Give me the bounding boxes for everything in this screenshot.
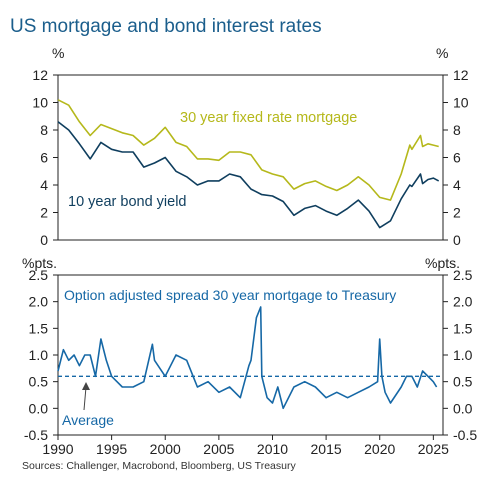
top-series-lines [57, 99, 440, 229]
bottom-right-tick-label: 0.0 [453, 400, 473, 416]
bottom-left-tick-label: 2.0 [29, 294, 49, 310]
bottom-left-tick-label: 1.0 [29, 347, 49, 363]
bottom-left-tick-label: 2.5 [29, 267, 49, 283]
x-tick-label: 2010 [257, 441, 288, 457]
bottom-y-ticks: -0.5 -0.5 0.0 0.0 0.5 0.5 1.0 1.0 1.5 1.5 2.0 2.0 2.… [24, 267, 477, 443]
average-label: Average [62, 412, 114, 428]
chart-title: US mortgage and bond interest rates [10, 16, 322, 37]
bond-yield-line [57, 121, 440, 229]
bottom-left-tick-label: -0.5 [24, 427, 48, 443]
mortgage-rate-line [57, 99, 439, 201]
top-right-tick-label: 0 [453, 232, 461, 248]
top-y-ticks: 0 0 2 2 4 4 6 6 8 8 10 10 12 12 [32, 67, 468, 248]
top-right-tick-label: 4 [453, 177, 461, 193]
bottom-right-unit-label: %pts. [425, 255, 460, 271]
x-tick-label: 2000 [150, 441, 181, 457]
top-right-tick-label: 12 [453, 67, 469, 83]
top-left-tick-label: 4 [40, 177, 48, 193]
bond-series-label: 10 year bond yield [68, 194, 187, 210]
x-tick-label: 2025 [418, 441, 449, 457]
top-right-unit-label: % [436, 45, 448, 61]
bottom-right-tick-label: 1.0 [453, 347, 473, 363]
bottom-left-tick-label: 0.5 [29, 374, 49, 390]
top-right-tick-label: 6 [453, 150, 461, 166]
bottom-left-tick-label: 0.0 [29, 400, 49, 416]
top-left-tick-label: 8 [40, 122, 48, 138]
source-note: Sources: Challenger, Macrobond, Bloomber… [22, 460, 296, 472]
top-left-tick-label: 6 [40, 150, 48, 166]
x-tick-label: 2015 [311, 441, 342, 457]
mortgage-series-label: 30 year fixed rate mortgage [180, 110, 357, 126]
bottom-right-tick-label: 1.5 [453, 320, 473, 336]
spread-line [57, 306, 438, 410]
top-right-tick-label: 10 [453, 95, 469, 111]
bottom-right-tick-label: 0.5 [453, 374, 473, 390]
bottom-right-tick-label: -0.5 [453, 427, 477, 443]
x-tick-label: 2005 [203, 441, 234, 457]
spread-series-label: Option adjusted spread 30 year mortgage … [64, 287, 396, 303]
top-left-unit-label: % [52, 45, 64, 61]
x-tick-label: 2020 [364, 441, 395, 457]
top-left-tick-label: 10 [32, 95, 48, 111]
bottom-right-tick-label: 2.0 [453, 294, 473, 310]
top-left-tick-label: 2 [40, 205, 48, 221]
x-axis-ticks: 1990 1995 2000 2005 2010 2015 2020 2025 [42, 435, 449, 457]
top-right-tick-label: 8 [453, 122, 461, 138]
top-right-tick-label: 2 [453, 205, 461, 221]
x-tick-label: 1995 [96, 441, 127, 457]
top-left-tick-label: 12 [32, 67, 48, 83]
x-tick-label: 1990 [42, 441, 73, 457]
top-left-tick-label: 0 [40, 232, 48, 248]
bottom-left-unit-label: %pts. [22, 255, 57, 271]
average-arrow-head [82, 382, 90, 390]
bottom-series-lines [57, 306, 443, 410]
bottom-right-tick-label: 2.5 [453, 267, 473, 283]
bottom-left-tick-label: 1.5 [29, 320, 49, 336]
average-arrow-shaft [83, 386, 87, 411]
top-panel-frame [57, 74, 444, 241]
